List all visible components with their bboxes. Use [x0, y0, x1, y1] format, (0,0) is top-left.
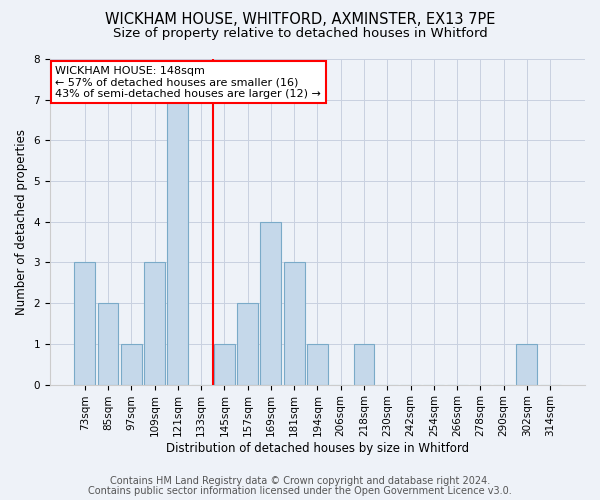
Bar	[237, 303, 258, 384]
Text: Contains HM Land Registry data © Crown copyright and database right 2024.: Contains HM Land Registry data © Crown c…	[110, 476, 490, 486]
Bar	[74, 262, 95, 384]
Bar	[121, 344, 142, 385]
Text: WICKHAM HOUSE: 148sqm
← 57% of detached houses are smaller (16)
43% of semi-deta: WICKHAM HOUSE: 148sqm ← 57% of detached …	[55, 66, 321, 98]
Bar	[98, 303, 118, 384]
Bar	[353, 344, 374, 385]
X-axis label: Distribution of detached houses by size in Whitford: Distribution of detached houses by size …	[166, 442, 469, 455]
Text: Contains public sector information licensed under the Open Government Licence v3: Contains public sector information licen…	[88, 486, 512, 496]
Text: WICKHAM HOUSE, WHITFORD, AXMINSTER, EX13 7PE: WICKHAM HOUSE, WHITFORD, AXMINSTER, EX13…	[105, 12, 495, 28]
Bar	[214, 344, 235, 385]
Bar	[167, 100, 188, 385]
Bar	[260, 222, 281, 384]
Bar	[144, 262, 165, 384]
Bar	[307, 344, 328, 385]
Bar	[517, 344, 538, 385]
Text: Size of property relative to detached houses in Whitford: Size of property relative to detached ho…	[113, 28, 487, 40]
Bar	[284, 262, 305, 384]
Y-axis label: Number of detached properties: Number of detached properties	[15, 129, 28, 315]
